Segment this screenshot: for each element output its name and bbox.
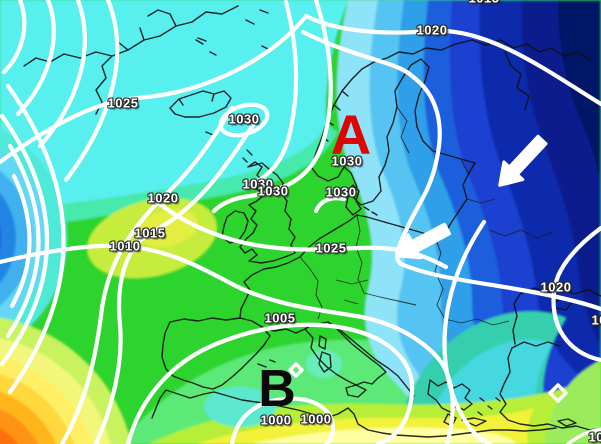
- pressure-marker-b: B: [258, 359, 296, 418]
- isobar-path: [9, 173, 32, 309]
- isobar-path: [59, 105, 235, 444]
- coast-greenland: [95, 5, 239, 115]
- isobar-path: [15, 0, 56, 117]
- islands-north-sea: [205, 131, 253, 163]
- pressure-label: 1015: [588, 429, 601, 444]
- pressure-label: 1015: [469, 0, 500, 6]
- isobar-path: [5, 83, 66, 395]
- coast-iceland: [169, 90, 232, 118]
- island-sardinia: [318, 335, 332, 373]
- coast-turkey: [499, 347, 601, 431]
- pressure-label: 1015: [134, 225, 166, 241]
- coast-denmark: [345, 184, 378, 216]
- coast-north-africa: [151, 389, 557, 438]
- coast-norway-fjords: [321, 90, 349, 142]
- isobar-path: [211, 0, 333, 214]
- island-balearic: [257, 359, 276, 368]
- islands-aegean: [477, 397, 501, 416]
- pressure-label: 1005: [264, 310, 296, 326]
- pressure-label: 1030: [228, 111, 260, 127]
- isobar-path: [0, 13, 601, 165]
- isobar-path: [93, 117, 259, 444]
- isobar-path: [125, 322, 415, 444]
- isobar-closed-contour: [548, 383, 568, 403]
- pressure-marker-a: A: [330, 102, 372, 166]
- island-cyprus: [557, 418, 577, 427]
- pressure-label: 1000: [300, 411, 332, 427]
- isobar-path: [5, 143, 41, 339]
- coast-north-sea-channel: [239, 214, 358, 319]
- pressure-label: 1025: [107, 95, 139, 111]
- island-crete: [461, 417, 487, 427]
- pressure-label: 1030: [331, 153, 363, 169]
- coast-scandinavia: [310, 39, 476, 206]
- isobar-path: [243, 0, 299, 190]
- pressure-label: 1030: [257, 183, 289, 199]
- pressure-label: 1020: [591, 312, 601, 328]
- coast-ireland: [221, 210, 249, 244]
- pressure-label: 1025: [315, 240, 347, 256]
- coast-iberia: [161, 317, 271, 390]
- pressure-label: 1000: [260, 412, 292, 428]
- pressure-label: 1020: [416, 22, 448, 38]
- isobar-path: [63, 0, 120, 183]
- isobar-path: [551, 225, 601, 363]
- pressure-label: 1030: [325, 184, 357, 200]
- isobar-path: [313, 196, 347, 214]
- isobar-path: [566, 427, 601, 444]
- pressure-label: 1020: [540, 279, 572, 295]
- coast-adriatic-balkans: [327, 321, 415, 397]
- coast-greenland: [117, 9, 177, 51]
- islands-arctic: [195, 9, 269, 56]
- isobar-path: [442, 219, 493, 444]
- pressure-label: 1010: [109, 238, 141, 254]
- island-sicily: [345, 384, 367, 398]
- wind-arrow-southwest: [395, 222, 452, 260]
- pressure-label: 1020: [147, 190, 179, 206]
- pressure-label: 1030: [242, 176, 274, 192]
- wind-arrow-southwest: [498, 134, 548, 187]
- isobar-closed-contour: [288, 362, 304, 378]
- wind-arrows-layer: [395, 134, 548, 260]
- isobar-path: [300, 29, 601, 312]
- coast-greenland: [23, 51, 113, 67]
- isobar-path: [1, 0, 27, 75]
- isobar-path: [0, 243, 455, 444]
- isobar-path: [229, 396, 336, 444]
